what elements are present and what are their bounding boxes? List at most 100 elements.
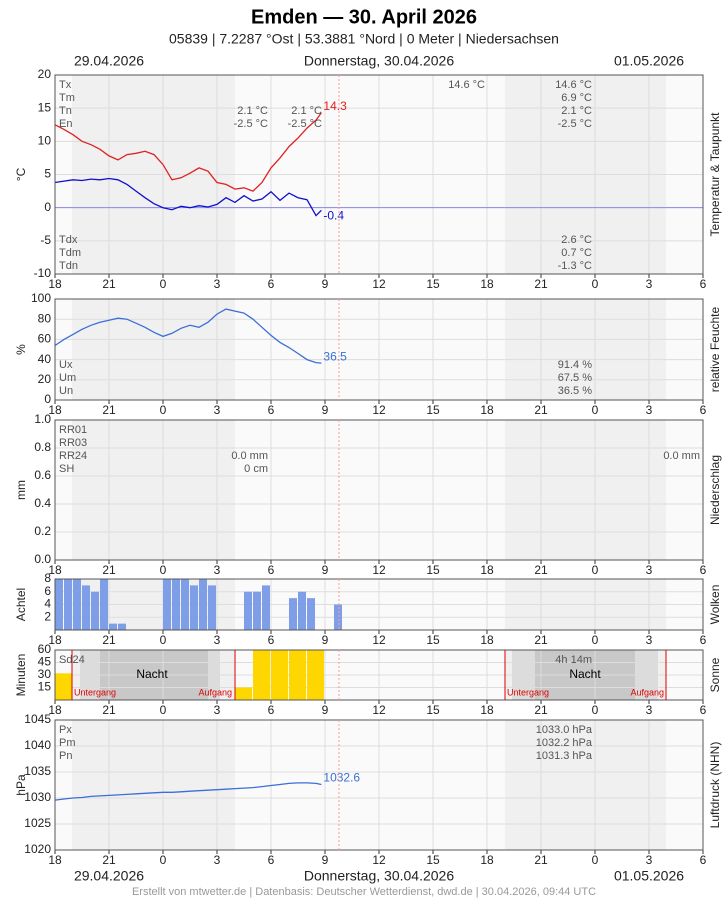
x-tick-label: 3 — [214, 277, 221, 291]
date-right: 01.05.2026 — [614, 868, 684, 884]
x-tick-label: 18 — [480, 853, 494, 867]
night-shade — [505, 720, 666, 850]
date-center: Donnerstag, 30.04.2026 — [304, 868, 454, 884]
x-tick-label: 0 — [592, 403, 599, 417]
y-tick-label: 60 — [38, 332, 52, 346]
x-tick-label: 6 — [268, 853, 275, 867]
x-tick-label: 0 — [592, 703, 599, 717]
x-tick-label: 6 — [268, 703, 275, 717]
end-label: 1032.6 — [323, 771, 360, 785]
bar — [82, 585, 90, 630]
stat: 1032.2 hPa — [536, 737, 593, 749]
x-tick-label: 18 — [480, 277, 494, 291]
x-tick-label: 12 — [372, 853, 386, 867]
stat: 0.7 °C — [561, 247, 592, 259]
x-tick-label: 6 — [268, 563, 275, 577]
y-tick-label: -5 — [40, 233, 51, 247]
annotation: Aufgang — [630, 687, 664, 697]
x-tick-label: 9 — [322, 633, 329, 647]
x-tick-label: 0 — [160, 277, 167, 291]
x-tick-label: 0 — [592, 563, 599, 577]
line — [54, 308, 322, 364]
x-tick-label: 6 — [700, 563, 707, 577]
stat: 2.6 °C — [561, 234, 592, 246]
x-tick-label: 3 — [214, 853, 221, 867]
bar — [118, 623, 126, 630]
x-tick-label: 15 — [426, 277, 440, 291]
line — [54, 112, 322, 192]
stat: Sd24 — [59, 654, 85, 666]
stat: -1.3 °C — [558, 260, 592, 272]
x-tick-label: 12 — [372, 633, 386, 647]
y-axis-label: Achtel — [14, 588, 28, 621]
date-left: 29.04.2026 — [74, 868, 144, 884]
bar — [235, 687, 252, 700]
x-tick-label: 0 — [160, 703, 167, 717]
y-tick-label: 0 — [44, 392, 51, 406]
stat: Tdm — [59, 247, 81, 259]
line — [54, 177, 322, 217]
night-shade — [72, 299, 235, 400]
x-tick-label: 18 — [48, 563, 62, 577]
x-tick-label: 6 — [700, 633, 707, 647]
plot-border — [54, 419, 704, 561]
plot-border — [54, 74, 704, 275]
x-tick-label: 6 — [268, 277, 275, 291]
x-tick-label: 12 — [372, 563, 386, 577]
bar — [172, 579, 180, 630]
y-tick-label: 4 — [44, 597, 51, 611]
x-tick-label: 21 — [102, 403, 116, 417]
stat: Pn — [59, 750, 72, 762]
bar — [55, 673, 72, 700]
annotation: Untergang — [74, 687, 116, 697]
stat: RR03 — [59, 437, 87, 449]
x-tick-label: 9 — [322, 703, 329, 717]
x-tick-label: 18 — [48, 633, 62, 647]
stat: Un — [59, 385, 73, 397]
x-tick-label: 9 — [322, 563, 329, 577]
x-tick-label: 18 — [480, 703, 494, 717]
bar — [208, 585, 216, 630]
bar — [91, 591, 99, 630]
bar — [289, 598, 297, 630]
title: Emden — 30. April 2026 — [251, 6, 477, 28]
y-tick-label: 40 — [38, 352, 52, 366]
annotation: Aufgang — [198, 687, 232, 697]
stat: SH — [59, 463, 74, 475]
x-tick-label: 0 — [160, 633, 167, 647]
x-tick-label: 15 — [426, 703, 440, 717]
stat: Tdx — [59, 234, 78, 246]
stat: Um — [59, 372, 76, 384]
stat: En — [59, 118, 72, 130]
x-tick-label: 18 — [48, 853, 62, 867]
plot-border — [54, 578, 704, 631]
y-tick-label: 20 — [38, 372, 52, 386]
x-tick-label: 21 — [102, 703, 116, 717]
x-tick-label: 0 — [160, 403, 167, 417]
stat: 2.1 °C — [561, 105, 592, 117]
x-tick-label: 15 — [426, 403, 440, 417]
stat: Tm — [59, 92, 75, 104]
end-label: 14.3 — [323, 99, 347, 113]
bar — [307, 598, 315, 630]
stat: 14.6 °C — [448, 79, 485, 91]
stat: 6.9 °C — [561, 92, 592, 104]
x-tick-label: 9 — [322, 853, 329, 867]
y-tick-label: 1025 — [24, 816, 51, 830]
x-tick-label: 0 — [160, 563, 167, 577]
x-tick-label: 12 — [372, 703, 386, 717]
stat: Tn — [59, 105, 72, 117]
x-tick-label: 3 — [214, 403, 221, 417]
stat: Pm — [59, 737, 76, 749]
y-tick-label: 100 — [31, 291, 51, 305]
stat: Ux — [59, 359, 73, 371]
x-tick-label: 3 — [646, 633, 653, 647]
stat: 2.1 °C — [237, 105, 268, 117]
y-tick-label: 0.6 — [34, 468, 51, 482]
x-tick-label: 18 — [480, 403, 494, 417]
side-label: Temperatur & Taupunkt — [708, 112, 722, 237]
x-tick-label: 3 — [214, 703, 221, 717]
end-label: 36.5 — [323, 349, 347, 363]
x-tick-label: 0 — [592, 633, 599, 647]
